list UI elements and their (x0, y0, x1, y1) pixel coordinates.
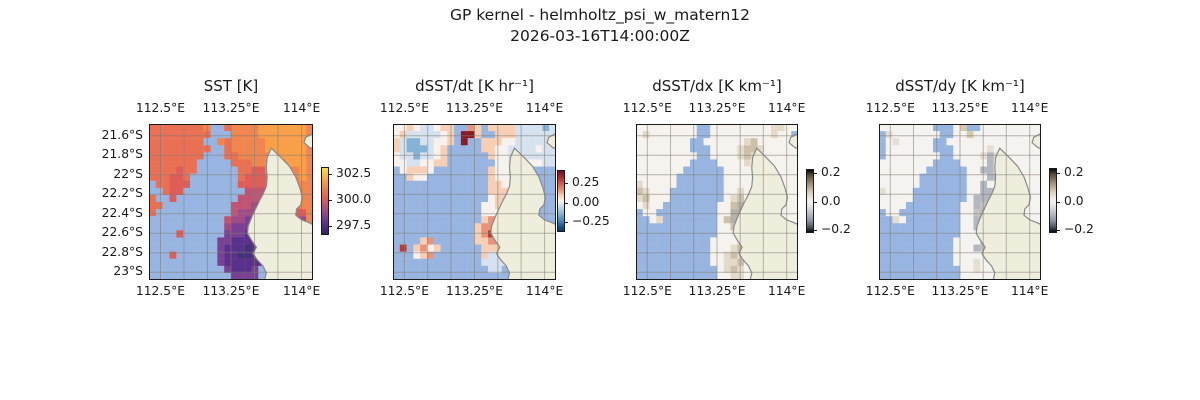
x-tick-top-0-2: 114°E (282, 101, 321, 115)
colorbar-label-0-1: 300.0 (336, 191, 372, 206)
y-tick-4: 22.4°S (101, 205, 143, 220)
x-tick-top-3-1: 113.25°E (931, 101, 989, 115)
x-tick-bottom-0-2: 114°E (282, 284, 321, 298)
x-tick-bottom-2-1: 113.25°E (688, 284, 746, 298)
panel-title-0: SST [K] (203, 77, 259, 95)
colorbar-label-1-1: 0.00 (572, 194, 600, 209)
colorbar-3 (1049, 168, 1057, 233)
x-tick-bottom-0-0: 112.5°E (135, 284, 186, 298)
x-tick-top-2-2: 114°E (767, 101, 806, 115)
panel-title-2: dSST/dx [K km⁻¹] (652, 77, 782, 95)
y-tick-6: 22.8°S (101, 244, 143, 259)
panel-title-1: dSST/dt [K hr⁻¹] (415, 77, 534, 95)
island-shape (303, 132, 313, 149)
y-tick-5: 22.6°S (101, 225, 143, 240)
x-tick-bottom-1-2: 114°E (525, 284, 564, 298)
map-SST (149, 124, 313, 280)
y-tick-7: 23°S (113, 264, 143, 279)
colorbar-tick-1-1 (565, 202, 568, 204)
colorbar-label-3-2: −0.2 (1064, 222, 1094, 237)
y-tick-0: 21.6°S (101, 127, 143, 142)
colorbar-label-1-0: 0.25 (572, 175, 600, 190)
colorbar-tick-1-0 (565, 183, 568, 185)
x-tick-bottom-2-0: 112.5°E (622, 284, 672, 298)
x-tick-top-2-0: 112.5°E (622, 101, 672, 115)
x-tick-top-1-0: 112.5°E (379, 101, 429, 115)
x-tick-top-3-2: 114°E (1010, 101, 1049, 115)
figure-title: GP kernel - helmholtz_psi_w_matern12 (449, 6, 751, 24)
x-tick-bottom-3-2: 114°E (1010, 284, 1049, 298)
island-shape (788, 132, 798, 149)
colorbar-tick-3-0 (1057, 172, 1060, 174)
colorbar-0 (321, 167, 329, 235)
colorbar-tick-0-0 (329, 173, 332, 175)
colorbar-label-0-0: 302.5 (336, 165, 372, 180)
y-tick-1: 21.8°S (101, 147, 143, 162)
x-tick-bottom-1-0: 112.5°E (379, 284, 429, 298)
x-tick-bottom-3-0: 112.5°E (865, 284, 915, 298)
x-tick-bottom-0-1: 113.25°E (202, 284, 260, 298)
x-tick-bottom-3-1: 113.25°E (931, 284, 989, 298)
colorbar-label-2-0: 0.2 (821, 165, 841, 180)
x-tick-top-3-0: 112.5°E (865, 101, 915, 115)
y-tick-3: 22.2°S (101, 186, 143, 201)
x-tick-top-0-0: 112.5°E (135, 101, 186, 115)
colorbar-tick-1-2 (565, 222, 568, 224)
colorbar-tick-2-0 (814, 173, 817, 175)
x-tick-bottom-2-2: 114°E (767, 284, 806, 298)
map-dSST/dy (879, 124, 1041, 280)
x-tick-top-1-1: 113.25°E (446, 101, 503, 115)
x-tick-bottom-1-1: 113.25°E (446, 284, 503, 298)
colorbar-tick-0-1 (329, 199, 332, 201)
x-tick-top-0-1: 113.25°E (202, 101, 260, 115)
island-shape (546, 132, 556, 149)
colorbar-label-3-1: 0.0 (1064, 193, 1084, 208)
map-dSST/dt (393, 124, 556, 280)
colorbar-tick-3-2 (1057, 230, 1060, 232)
colorbar-tick-2-2 (814, 230, 817, 232)
colorbar-label-2-2: −0.2 (821, 222, 851, 237)
island-shape (1031, 132, 1041, 149)
y-tick-2: 22°S (113, 166, 143, 181)
colorbar-tick-0-2 (329, 226, 332, 228)
colorbar-label-0-2: 297.5 (336, 218, 372, 233)
map-dSST/dx (636, 124, 798, 280)
colorbar-tick-3-1 (1057, 201, 1060, 203)
figure-timestamp: 2026-03-16T14:00:00Z (510, 27, 690, 45)
x-tick-top-1-2: 114°E (525, 101, 564, 115)
colorbar-label-3-0: 0.2 (1064, 164, 1084, 179)
x-tick-top-2-1: 113.25°E (688, 101, 746, 115)
colorbar-label-1-2: −0.25 (572, 214, 610, 229)
colorbar-label-2-1: 0.0 (821, 194, 841, 209)
colorbar-tick-2-1 (814, 202, 817, 204)
colorbar-2 (806, 169, 814, 233)
panel-title-3: dSST/dy [K km⁻¹] (895, 77, 1025, 95)
colorbar-1 (557, 170, 565, 232)
